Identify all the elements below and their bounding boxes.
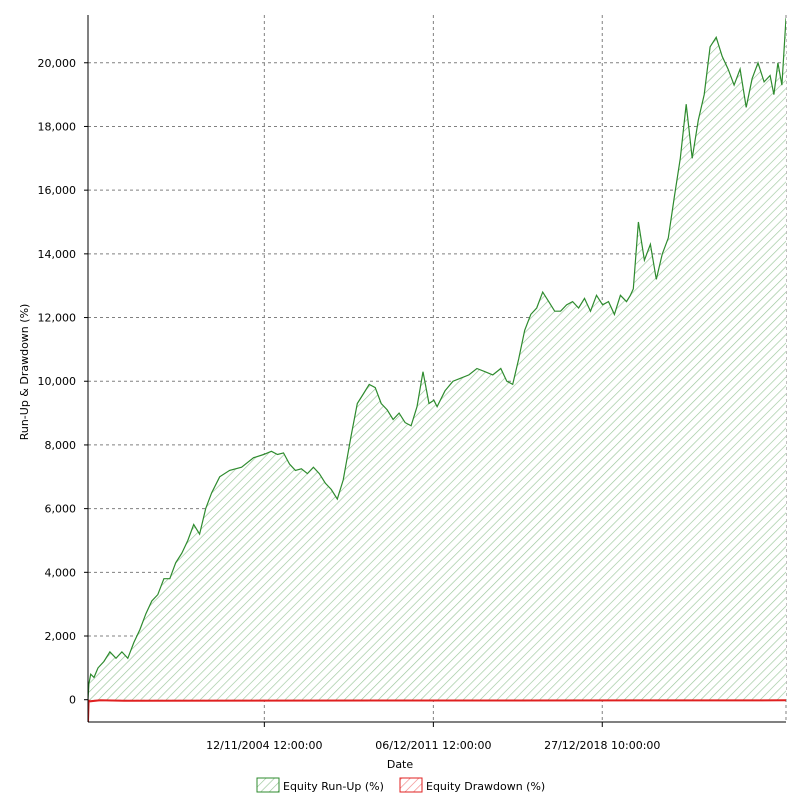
y-tick-label: 20,000 xyxy=(38,57,77,70)
y-tick-label: 14,000 xyxy=(38,248,77,261)
y-tick-label: 8,000 xyxy=(45,439,77,452)
axis-layer: 0 2,000 4,000 6,000 8,000 10,000 12,000 14,000 1… xyxy=(38,15,786,752)
y-axis-title: Run-Up & Drawdown (%) xyxy=(18,304,31,441)
x-tick-label: 12/11/2004 12:00:00 xyxy=(206,739,322,752)
y-tick-label: 4,000 xyxy=(45,566,77,579)
y-tick-label: 2,000 xyxy=(45,630,77,643)
drawdown-line xyxy=(88,699,786,722)
y-tick-label: 10,000 xyxy=(38,375,77,388)
runup-line xyxy=(88,18,786,700)
x-tick-label: 06/12/2011 12:00:00 xyxy=(375,739,491,752)
runup-area xyxy=(88,18,786,700)
x-axis-title: Date xyxy=(387,758,414,771)
chart-legend: Equity Run-Up (%) Equity Drawdown (%) xyxy=(256,777,545,793)
y-tick-label: 12,000 xyxy=(38,312,77,325)
legend-swatch-runup xyxy=(256,777,280,793)
series-layer xyxy=(88,18,786,722)
x-tick-label: 27/12/2018 10:00:00 xyxy=(544,739,660,752)
drawdown-area xyxy=(88,699,786,722)
y-tick-label: 0 xyxy=(69,694,76,707)
y-tick-label: 16,000 xyxy=(38,184,77,197)
y-tick-label: 6,000 xyxy=(45,503,77,516)
y-tick-label: 18,000 xyxy=(38,120,77,133)
legend-label-drawdown: Equity Drawdown (%) xyxy=(426,780,545,793)
legend-label-runup: Equity Run-Up (%) xyxy=(283,780,384,793)
legend-swatch-drawdown xyxy=(399,777,423,793)
